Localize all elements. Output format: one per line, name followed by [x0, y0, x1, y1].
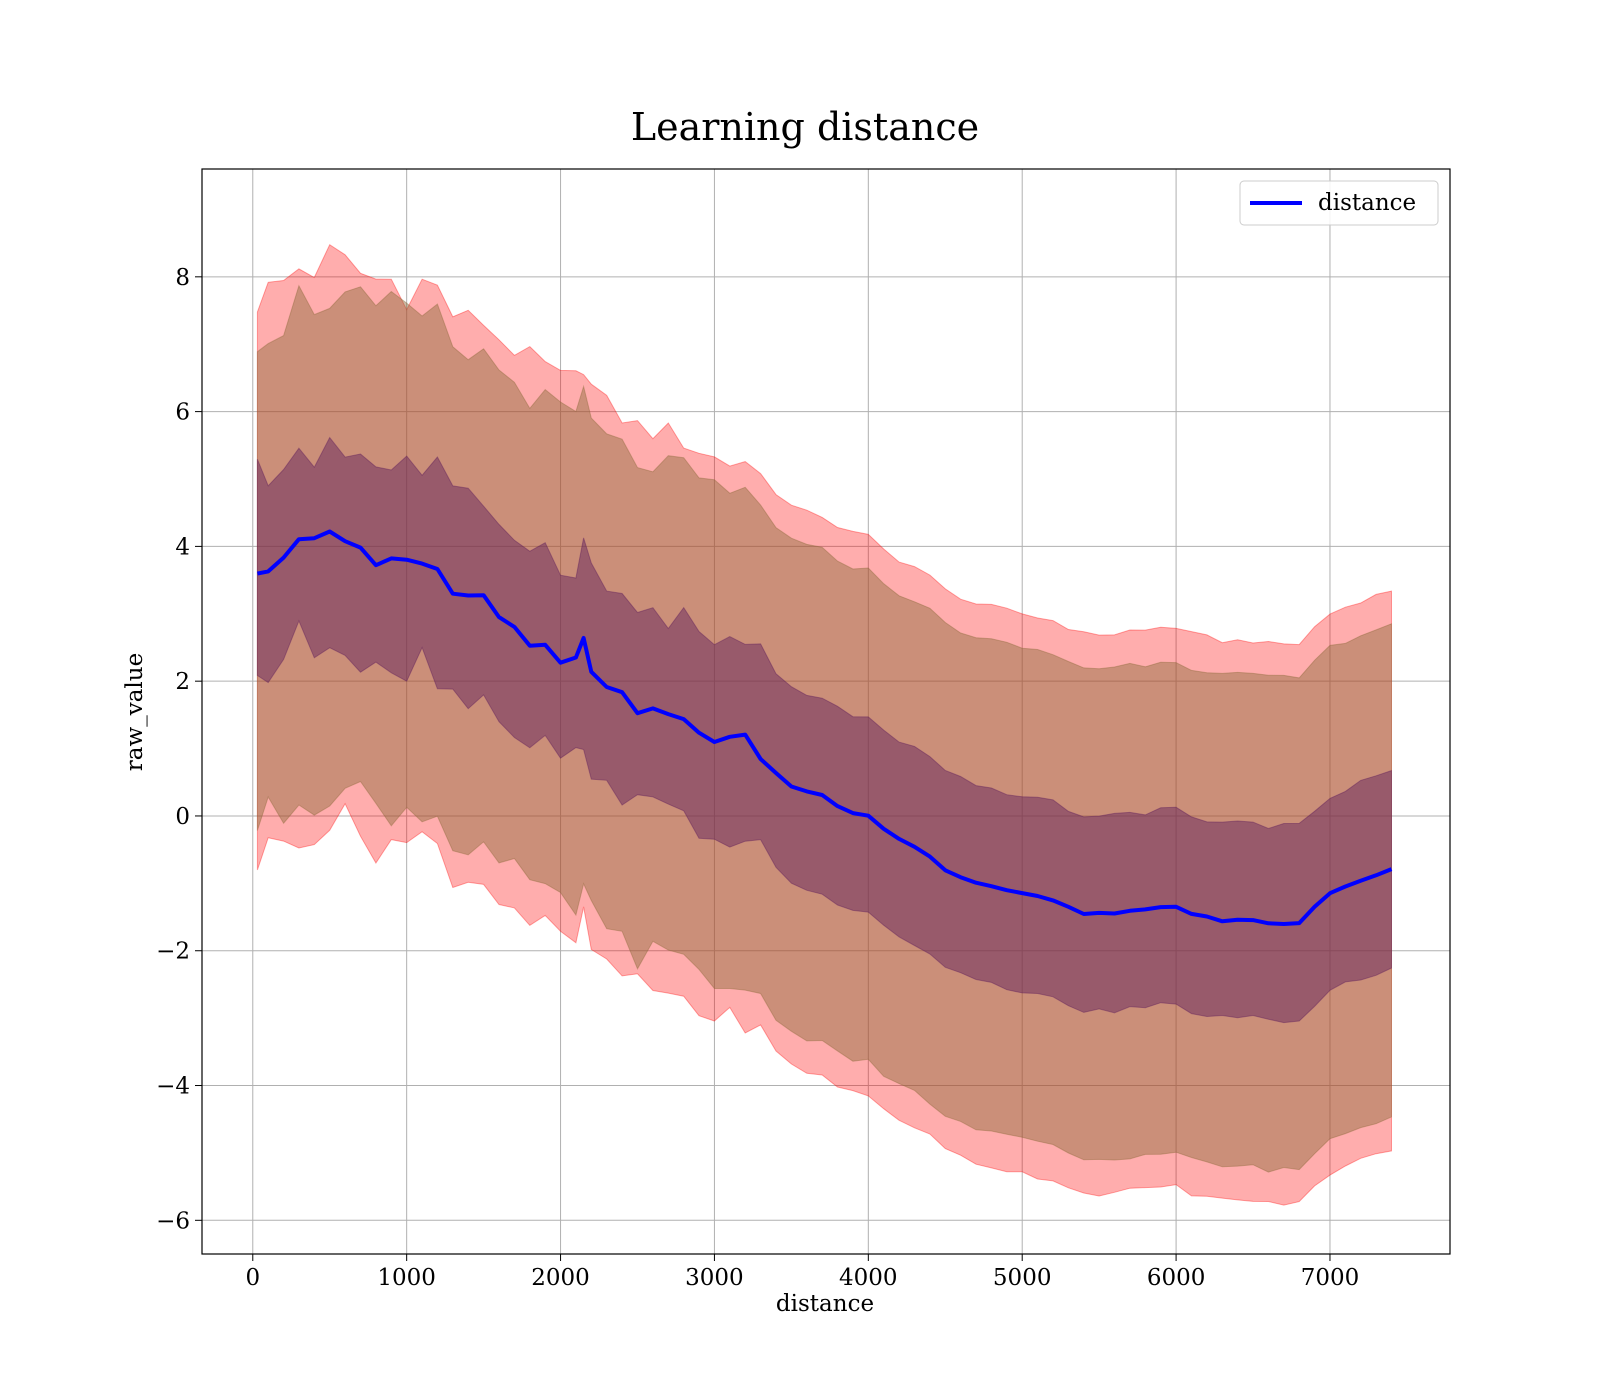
- legend-box: [1239, 180, 1439, 226]
- x-tick-label: 3000: [685, 1265, 744, 1291]
- ticks: 0 1000 2000 3000 4000 5000 6000 7000 −6 −4 −2 0 2 4 6 8: [156, 265, 1359, 1291]
- x-tick-label: 2000: [531, 1265, 590, 1291]
- inner-band: [256, 436, 1392, 1024]
- x-tick-label: 7000: [1301, 1265, 1360, 1291]
- x-axis-label: distance: [776, 1291, 874, 1317]
- y-tick-label: 0: [175, 804, 190, 830]
- legend: distance: [1239, 180, 1439, 226]
- y-tick-label: 2: [175, 669, 190, 695]
- middle-band: [256, 284, 1392, 1173]
- y-tick-label: −4: [156, 1074, 190, 1100]
- y-axis-label: raw_value: [122, 653, 148, 771]
- y-tick-label: −6: [156, 1208, 190, 1234]
- legend-entry-distance: distance: [1318, 190, 1416, 216]
- outer-band: [256, 243, 1392, 1206]
- y-tick-label: 8: [175, 265, 190, 291]
- chart-title: Learning distance: [631, 105, 979, 149]
- y-tick-label: 6: [175, 400, 190, 426]
- x-tick-label: 0: [245, 1265, 260, 1291]
- x-tick-label: 6000: [1147, 1265, 1206, 1291]
- series-lines: [257, 529, 1393, 926]
- bands: [256, 243, 1392, 1206]
- series-line-distance: [257, 529, 1393, 926]
- grid: [202, 169, 1450, 1254]
- y-tick-label: 4: [175, 534, 190, 560]
- x-tick-label: 5000: [993, 1265, 1052, 1291]
- y-tick-label: −2: [156, 939, 190, 965]
- plot-frame: [201, 168, 1451, 1255]
- x-tick-label: 1000: [377, 1265, 436, 1291]
- x-tick-label: 4000: [839, 1265, 898, 1291]
